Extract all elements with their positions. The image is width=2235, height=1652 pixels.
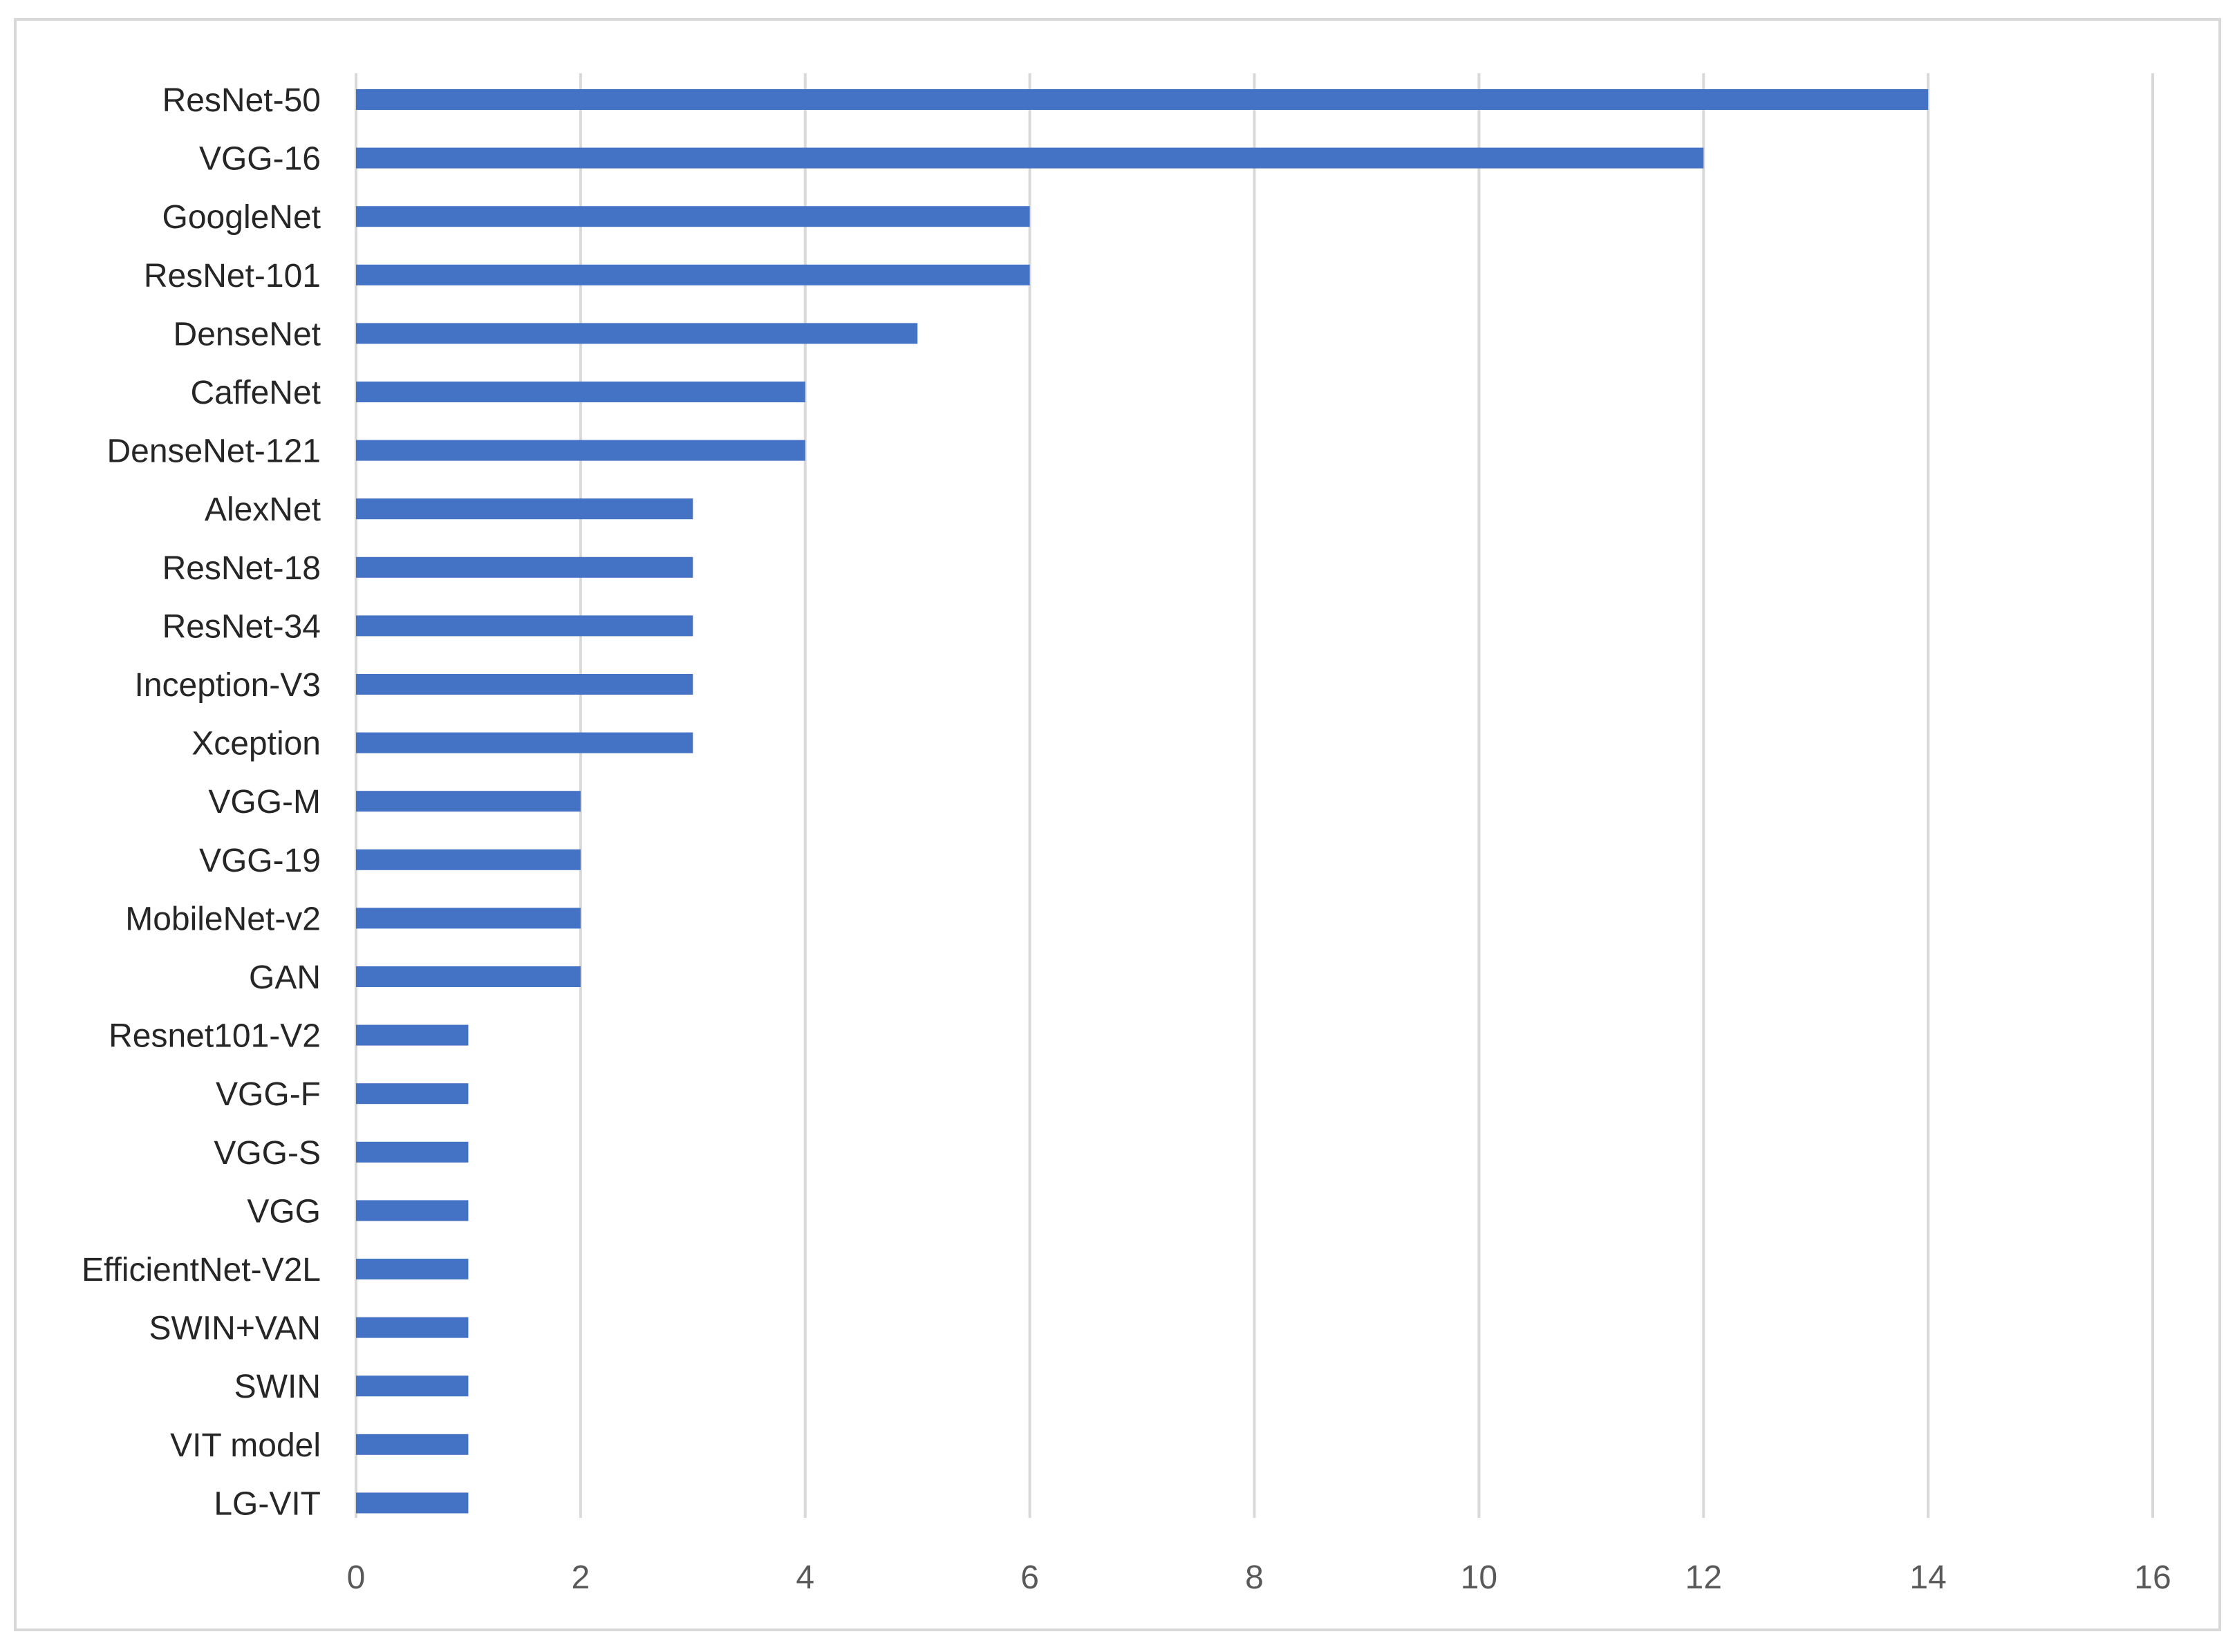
category-label-vgg-16: VGG-16 <box>199 141 321 178</box>
bar-lg-vit <box>356 1492 469 1514</box>
category-label-densenet: DenseNet <box>174 316 321 353</box>
category-labels: ResNet-50 VGG-16 GoogleNet ResNet-101 DenseN… <box>82 82 321 1522</box>
bar-caffenet <box>356 382 805 402</box>
category-label-vgg-f: VGG-F <box>216 1076 321 1113</box>
category-label-resnet-101: ResNet-101 <box>144 258 321 294</box>
horizontal-bar-chart: ResNet-50 VGG-16 GoogleNet ResNet-101 DenseN… <box>82 73 2171 1596</box>
bar-swin-van <box>356 1317 469 1338</box>
x-tick-label-14: 14 <box>1909 1559 1946 1596</box>
bar-vgg-19 <box>356 849 581 870</box>
category-label-lg-vit: LG-VIT <box>214 1485 321 1522</box>
category-label-resnet-18: ResNet-18 <box>162 550 321 587</box>
bar-resnet-101 <box>356 264 1030 285</box>
category-label-caffenet: CaffeNet <box>190 375 321 411</box>
x-tick-label-8: 8 <box>1245 1559 1264 1596</box>
bar-vgg-s <box>356 1141 469 1163</box>
x-tick-label-0: 0 <box>347 1559 366 1596</box>
bar-swin <box>356 1376 469 1397</box>
bar-densenet <box>356 323 918 344</box>
bar-mobilenet-v2 <box>356 908 581 929</box>
category-label-densenet-121: DenseNet-121 <box>106 433 321 470</box>
x-tick-label-2: 2 <box>572 1559 590 1596</box>
bar-xception <box>356 732 693 753</box>
category-label-vgg-m: VGG-M <box>208 784 321 820</box>
category-label-vit-model: VIT model <box>170 1427 321 1464</box>
x-tick-label-16: 16 <box>2134 1559 2171 1596</box>
category-label-efficientnet-v2l: EfficientNet-V2L <box>82 1252 321 1288</box>
bar-vit-model <box>356 1434 469 1455</box>
category-label-alexnet: AlexNet <box>205 491 321 528</box>
category-label-inception-v3: Inception-V3 <box>134 667 321 704</box>
bar-vgg <box>356 1200 469 1221</box>
bar-inception-v3 <box>356 674 693 695</box>
bar-resnet-34 <box>356 615 693 637</box>
bar-vgg-16 <box>356 147 1704 169</box>
category-label-vgg-19: VGG-19 <box>199 843 321 879</box>
bar-resnet101-v2 <box>356 1024 469 1046</box>
category-label-resnet-50: ResNet-50 <box>162 82 321 119</box>
category-label-resnet-34: ResNet-34 <box>162 608 321 645</box>
gridlines <box>355 73 2154 1518</box>
category-label-swin-van: SWIN+VAN <box>149 1311 321 1347</box>
bar-gan <box>356 966 581 987</box>
category-label-vgg-s: VGG-S <box>214 1135 321 1172</box>
bar-resnet-50 <box>356 89 1929 110</box>
x-tick-label-6: 6 <box>1020 1559 1039 1596</box>
bar-googlenet <box>356 206 1030 227</box>
bar-resnet-18 <box>356 556 693 578</box>
bar-efficientnet-v2l <box>356 1259 469 1279</box>
category-label-gan: GAN <box>249 959 321 996</box>
chart-area: ResNet-50 VGG-16 GoogleNet ResNet-101 DenseN… <box>14 18 2221 1631</box>
x-tick-label-10: 10 <box>1461 1559 1497 1596</box>
bar-vgg-m <box>356 791 581 812</box>
bars <box>356 89 1929 1514</box>
bar-alexnet <box>356 498 693 520</box>
category-label-vgg: VGG <box>247 1193 321 1230</box>
category-label-resnet101-v2: Resnet101-V2 <box>109 1018 321 1055</box>
category-label-swin: SWIN <box>234 1369 321 1405</box>
bar-densenet-121 <box>356 440 805 461</box>
x-axis-tick-labels: 0 2 4 6 8 10 12 14 16 <box>347 1559 2171 1596</box>
category-label-mobilenet-v2: MobileNet-v2 <box>125 901 321 937</box>
x-tick-label-4: 4 <box>796 1559 814 1596</box>
category-label-xception: Xception <box>191 726 321 762</box>
bar-vgg-f <box>356 1083 469 1105</box>
category-label-googlenet: GoogleNet <box>162 199 321 236</box>
x-tick-label-12: 12 <box>1685 1559 1722 1596</box>
